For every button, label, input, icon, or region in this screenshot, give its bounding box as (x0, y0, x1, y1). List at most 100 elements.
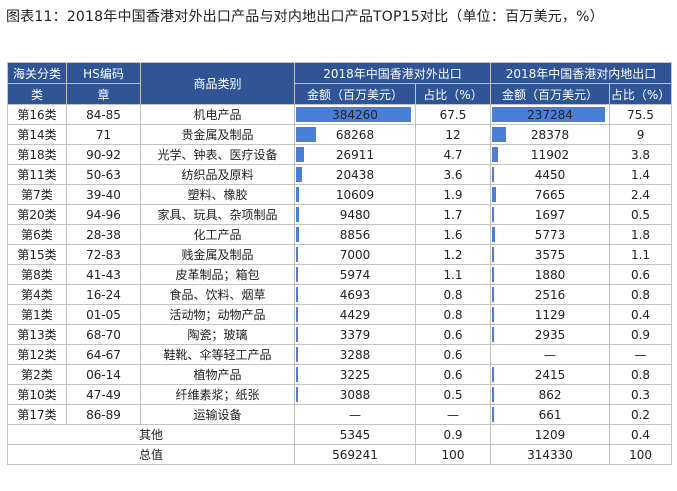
cell-mainland-share: 0.8 (609, 364, 673, 385)
table-row: 第11类 50-63 纺织品及原料 20438 3.6 4450 1.4 (7, 164, 673, 185)
external-amount-bar (296, 347, 298, 362)
cell-mainland-share: 1.8 (609, 224, 673, 245)
mainland-amount-value: 2935 (534, 327, 566, 342)
mainland-amount-value: 5773 (534, 227, 566, 242)
table-row: 第10类 47-49 纤维素浆；纸张 3088 0.5 862 0.3 (7, 384, 673, 405)
external-amount-bar (296, 327, 298, 342)
external-amount-bar (296, 187, 299, 202)
external-amount-value: 26911 (335, 147, 375, 162)
external-amount-bar (296, 387, 298, 402)
cell-mainland-amount: 2516 (490, 284, 611, 305)
mainland-amount-value: — (544, 347, 557, 362)
cell-hs-code: 90-92 (66, 144, 141, 165)
external-amount-bar (296, 267, 298, 282)
cell-category: 活动物；动物产品 (140, 304, 295, 325)
cell-hs-code: 84-85 (66, 104, 141, 125)
cell-mainland-amount: 28378 (490, 124, 611, 145)
cell-customs-class: 第6类 (7, 224, 67, 245)
cell-hs-code: 47-49 (66, 384, 141, 405)
cell-category: 运输设备 (140, 404, 295, 425)
external-amount-bar (296, 167, 302, 182)
external-amount-bar (296, 247, 298, 262)
cell-external-amount: 8856 (294, 224, 416, 245)
header-hs-code: HS编码 (66, 62, 141, 84)
cell-external-share: 0.6 (414, 324, 492, 345)
cell-mainland-share: 0.4 (609, 304, 673, 325)
cell-external-amount: 7000 (294, 244, 416, 265)
external-amount-bar (296, 207, 299, 222)
external-amount-bar (296, 107, 411, 122)
cell-customs-class: 第11类 (7, 164, 67, 185)
cell-category: 食品、饮料、烟草 (140, 284, 295, 305)
mainland-amount-bar (492, 367, 495, 382)
table-footer-row: 其他 5345 0.9 1209 0.4 (7, 424, 673, 445)
cell-external-share: 1.1 (414, 264, 492, 285)
cell-hs-code: 01-05 (66, 304, 141, 325)
cell-hs-code: 94-96 (66, 204, 141, 225)
cell-customs-class: 第4类 (7, 284, 67, 305)
cell-external-share: 0.6 (414, 364, 492, 385)
cell-external-amount: 26911 (294, 144, 416, 165)
mainland-amount-value: 28378 (530, 127, 570, 142)
cell-external-share: 1.7 (414, 204, 492, 225)
cell-mainland-amount: 1697 (490, 204, 611, 225)
cell-customs-class: 第10类 (7, 384, 67, 405)
cell-footer-mainland-share: 100 (609, 444, 673, 465)
cell-external-amount: 68268 (294, 124, 416, 145)
cell-category: 机电产品 (140, 104, 295, 125)
cell-mainland-share: 0.8 (609, 284, 673, 305)
cell-external-share: 1.2 (414, 244, 492, 265)
mainland-amount-value: 7665 (534, 187, 566, 202)
mainland-amount-bar (492, 147, 499, 162)
table-footer-row: 总值 569241 100 314330 100 (7, 444, 673, 465)
mainland-amount-value: 4450 (534, 167, 566, 182)
mainland-amount-bar (492, 167, 495, 182)
cell-footer-external-share: 0.9 (414, 424, 492, 445)
external-amount-value: 20438 (335, 167, 375, 182)
cell-external-amount: 9480 (294, 204, 416, 225)
cell-external-share: 3.6 (414, 164, 492, 185)
external-amount-value: 8856 (339, 227, 371, 242)
cell-external-amount: 3088 (294, 384, 416, 405)
table-row: 第16类 84-85 机电产品 384260 67.5 237284 75.5 (7, 104, 673, 125)
external-amount-value: 3379 (339, 327, 371, 342)
mainland-amount-value: 862 (538, 387, 562, 402)
cell-footer-external-share: 100 (414, 444, 492, 465)
header-group-external: 2018年中国香港对外出口 (293, 62, 492, 84)
table-row: 第18类 90-92 光学、钟表、医疗设备 26911 4.7 11902 3.8 (7, 144, 673, 165)
cell-customs-class: 第15类 (7, 244, 67, 265)
cell-external-share: — (414, 404, 492, 425)
cell-mainland-share: — (609, 344, 673, 365)
cell-external-amount: 4693 (294, 284, 416, 305)
cell-hs-code: 86-89 (66, 404, 141, 425)
cell-hs-code: 68-70 (66, 324, 141, 345)
table-row: 第7类 39-40 塑料、橡胶 10609 1.9 7665 2.4 (7, 184, 673, 205)
cell-external-share: 1.9 (414, 184, 492, 205)
cell-footer-label: 其他 (7, 424, 295, 445)
mainland-amount-value: 2516 (534, 287, 566, 302)
cell-mainland-amount: 1129 (490, 304, 611, 325)
cell-external-share: 0.8 (414, 304, 492, 325)
cell-footer-external-amount: 569241 (294, 444, 416, 465)
cell-external-share: 1.6 (414, 224, 492, 245)
cell-mainland-share: 1.4 (609, 164, 673, 185)
cell-mainland-share: 9 (609, 124, 673, 145)
external-amount-bar (296, 287, 298, 302)
cell-customs-class: 第2类 (7, 364, 67, 385)
cell-category: 光学、钟表、医疗设备 (140, 144, 295, 165)
cell-mainland-share: 1.1 (609, 244, 673, 265)
header-external-share: 占比（%） (414, 83, 492, 105)
external-amount-value: 384260 (332, 107, 378, 122)
header-group-mainland: 2018年中国香港对内地出口 (490, 62, 673, 84)
cell-customs-class: 第12类 (7, 344, 67, 365)
external-amount-value: 5974 (339, 267, 371, 282)
header-mainland-amount: 金额（百万美元） (490, 83, 611, 105)
cell-external-amount: 20438 (294, 164, 416, 185)
cell-external-share: 12 (414, 124, 492, 145)
mainland-amount-value: 661 (538, 407, 562, 422)
cell-customs-class: 第16类 (7, 104, 67, 125)
cell-customs-class: 第13类 (7, 324, 67, 345)
cell-hs-code: 72-83 (66, 244, 141, 265)
cell-external-amount: 3288 (294, 344, 416, 365)
table-row: 第13类 68-70 陶瓷；玻璃 3379 0.6 2935 0.9 (7, 324, 673, 345)
